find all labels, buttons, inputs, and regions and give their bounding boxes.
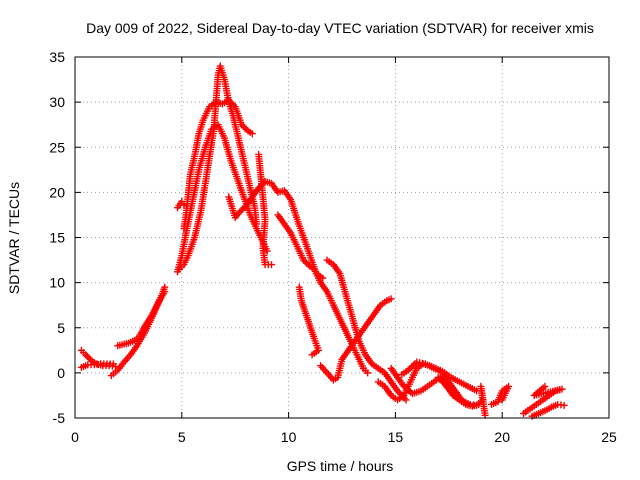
y-tick-label: 25 <box>49 139 65 155</box>
data-point-arc-8 <box>238 121 246 129</box>
y-tick-label: -5 <box>53 410 66 426</box>
data-point-arc-21 <box>560 401 568 409</box>
y-axis-label: SDTVAR / TECUs <box>6 182 22 294</box>
x-tick-label: 15 <box>388 429 404 445</box>
data-point-arc-2 <box>109 360 117 368</box>
x-tick-label: 0 <box>71 429 79 445</box>
y-tick-label: 10 <box>49 275 65 291</box>
data-point-arc-12 <box>308 351 316 359</box>
x-axis-label: GPS time / hours <box>287 458 394 474</box>
data-point-arc-18 <box>439 378 447 386</box>
data-point-arc-13 <box>402 396 410 404</box>
y-tick-label: 35 <box>49 49 65 65</box>
x-tick-label: 10 <box>281 429 297 445</box>
data-point-arc-11 <box>364 369 372 377</box>
data-point-arc-7 <box>253 220 261 228</box>
x-tick-label: 5 <box>178 429 186 445</box>
data-point-arc-18 <box>434 373 442 381</box>
grid <box>75 57 609 418</box>
data-point-arc-19 <box>498 396 506 404</box>
data-point-arc-11 <box>303 259 311 267</box>
data-point-arc-8 <box>225 96 233 104</box>
data-point-arc-8 <box>228 99 236 107</box>
x-tick-label: 25 <box>601 429 617 445</box>
y-tick-label: 20 <box>49 184 65 200</box>
y-tick-label: 30 <box>49 94 65 110</box>
data-point-arc-20 <box>541 382 549 390</box>
data-points <box>77 62 568 420</box>
data-point-arc-1 <box>82 351 90 359</box>
data-point-arc-8 <box>241 124 249 132</box>
data-point-arc-8 <box>242 125 250 133</box>
data-point-arc-11 <box>301 258 309 266</box>
y-tick-label: 5 <box>57 320 65 336</box>
chart-title: Day 009 of 2022, Sidereal Day-to-day VTE… <box>86 20 594 36</box>
data-point-arc-10 <box>268 261 276 269</box>
data-point-arc-1 <box>85 354 93 362</box>
data-point-arc-11 <box>300 256 308 264</box>
data-point-arc-4 <box>161 288 169 296</box>
y-tick-label: 15 <box>49 230 65 246</box>
data-point-arc-18 <box>436 375 444 383</box>
data-point-arc-8 <box>230 101 238 109</box>
data-point-arc-11 <box>304 261 312 269</box>
data-point-arc-8 <box>226 98 234 106</box>
y-tick-label: 0 <box>57 365 65 381</box>
x-tick-label: 20 <box>494 429 510 445</box>
axis-ticks: 0 5 10 15 20 25 -5 0 5 10 15 20 25 30 35 <box>49 49 617 445</box>
data-point-arc-1 <box>83 352 91 360</box>
data-point-arc-14 <box>387 295 395 303</box>
data-point-arc-9 <box>237 207 245 215</box>
data-point-arc-9 <box>239 205 247 213</box>
data-point-arc-8 <box>248 130 256 138</box>
data-point-arc-18 <box>437 377 445 385</box>
data-point-arc-9 <box>235 208 243 216</box>
data-point-arc-8 <box>239 122 247 130</box>
